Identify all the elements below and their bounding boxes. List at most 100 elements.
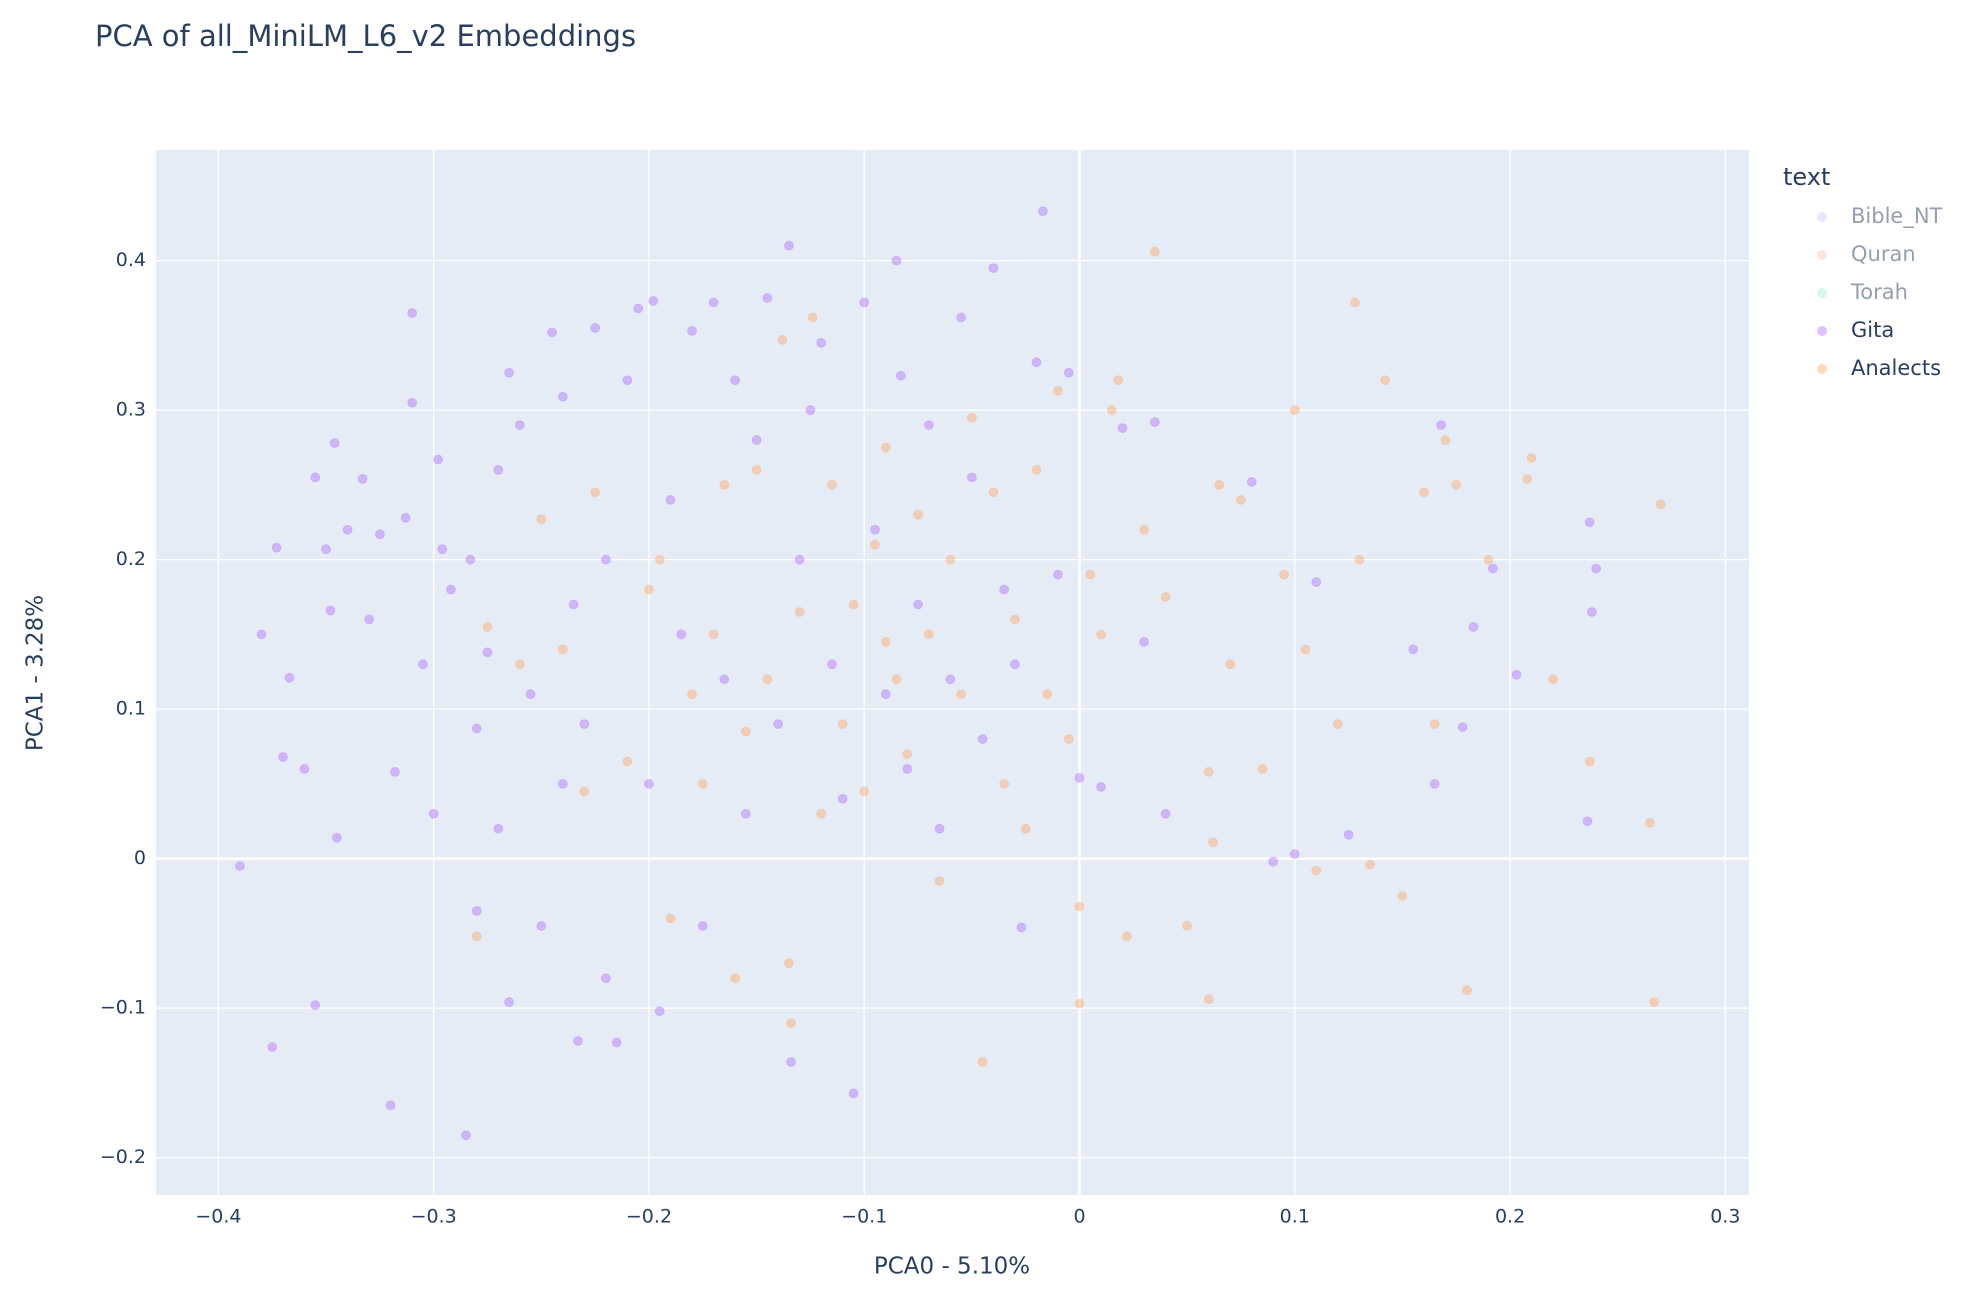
- point: [310, 1000, 321, 1011]
- point: [1052, 385, 1063, 396]
- point: [966, 412, 977, 423]
- point: [267, 1041, 278, 1052]
- legend-title: text: [1783, 163, 1830, 191]
- point: [870, 524, 881, 535]
- point: [805, 405, 816, 416]
- point: [762, 674, 773, 685]
- point: [786, 1056, 797, 1067]
- point: [1009, 614, 1020, 625]
- point: [633, 303, 644, 314]
- point: [1380, 375, 1391, 386]
- point: [1511, 669, 1522, 680]
- y-tick-label: 0: [134, 847, 146, 869]
- point: [643, 778, 654, 789]
- point: [654, 554, 665, 565]
- point: [913, 509, 924, 520]
- point: [557, 644, 568, 655]
- point: [794, 606, 805, 617]
- point: [1311, 577, 1322, 588]
- point: [1257, 763, 1268, 774]
- y-tick-label: 0.3: [116, 399, 146, 421]
- point: [1582, 816, 1593, 827]
- point: [600, 973, 611, 984]
- point: [783, 240, 794, 251]
- point: [1117, 423, 1128, 434]
- point: [1548, 674, 1559, 685]
- point: [988, 487, 999, 498]
- point: [1149, 417, 1160, 428]
- legend-marker: [1817, 288, 1827, 298]
- point: [1074, 998, 1085, 1009]
- point: [934, 823, 945, 834]
- point: [1487, 563, 1498, 574]
- y-tick-label: 0.4: [116, 249, 146, 271]
- point: [389, 766, 400, 777]
- point: [1182, 920, 1193, 931]
- point: [870, 539, 881, 550]
- point: [794, 554, 805, 565]
- point: [536, 514, 547, 525]
- point: [357, 473, 368, 484]
- point: [1042, 689, 1053, 700]
- point: [1522, 473, 1533, 484]
- point: [622, 756, 633, 767]
- point: [1429, 778, 1440, 789]
- point: [1451, 479, 1462, 490]
- point: [385, 1100, 396, 1111]
- point: [1289, 849, 1300, 860]
- point: [1052, 569, 1063, 580]
- point: [433, 454, 444, 465]
- point: [482, 647, 493, 658]
- point: [590, 322, 601, 333]
- point: [708, 297, 719, 308]
- point: [1235, 494, 1246, 505]
- point: [1106, 405, 1117, 416]
- point: [654, 1006, 665, 1017]
- point: [1584, 517, 1595, 528]
- point: [1300, 644, 1311, 655]
- point: [740, 726, 751, 737]
- point: [557, 778, 568, 789]
- point: [325, 605, 336, 616]
- point: [1584, 756, 1595, 767]
- point: [482, 621, 493, 632]
- point: [1139, 524, 1150, 535]
- point: [648, 295, 659, 306]
- point: [428, 808, 439, 819]
- point: [471, 931, 482, 942]
- point: [1468, 621, 1479, 632]
- point: [547, 327, 558, 338]
- point: [1436, 420, 1447, 431]
- point: [848, 1088, 859, 1099]
- legend-label: Bible_NT: [1851, 204, 1943, 229]
- point: [1160, 592, 1171, 603]
- point: [445, 584, 456, 595]
- point: [536, 920, 547, 931]
- point: [407, 397, 418, 408]
- point: [1354, 554, 1365, 565]
- point: [1655, 499, 1666, 510]
- point: [1397, 891, 1408, 902]
- point: [1214, 479, 1225, 490]
- point: [687, 325, 698, 336]
- point: [880, 689, 891, 700]
- point: [719, 674, 730, 685]
- point: [271, 542, 282, 553]
- point: [956, 689, 967, 700]
- point: [999, 584, 1010, 595]
- point: [1526, 452, 1537, 463]
- point: [773, 719, 784, 730]
- point: [1074, 901, 1085, 912]
- x-tick-label: 0.3: [1710, 1206, 1740, 1228]
- point: [1350, 297, 1361, 308]
- point: [1591, 563, 1602, 574]
- point: [374, 529, 385, 540]
- point: [504, 367, 515, 378]
- point: [826, 659, 837, 670]
- point: [740, 808, 751, 819]
- point: [1149, 246, 1160, 257]
- point: [891, 255, 902, 266]
- point: [988, 263, 999, 274]
- point: [579, 719, 590, 730]
- point: [1408, 644, 1419, 655]
